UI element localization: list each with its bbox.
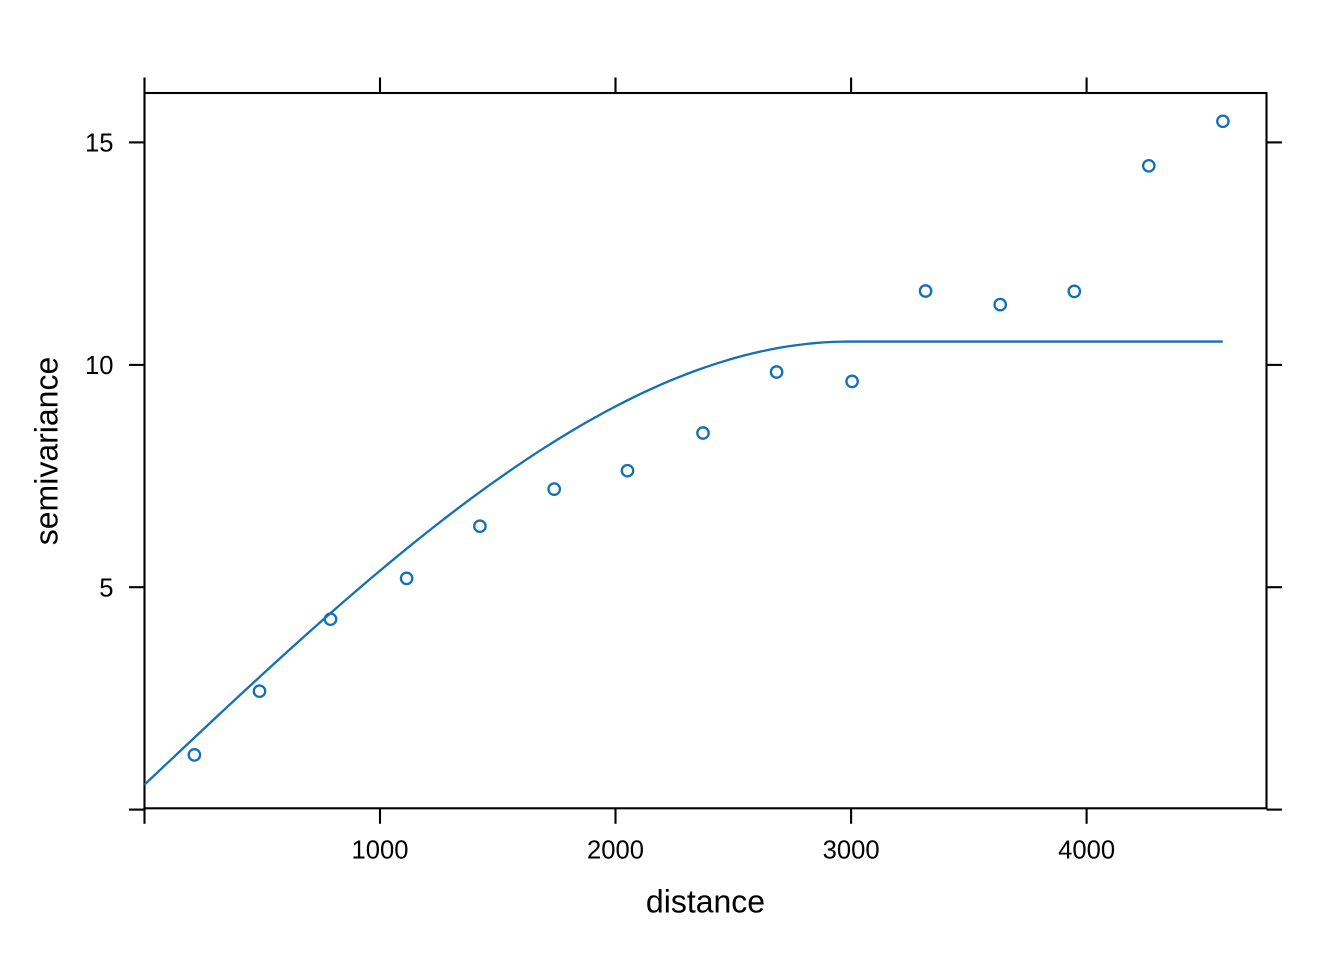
svg-text:distance: distance (646, 883, 765, 919)
svg-text:10: 10 (85, 352, 113, 380)
svg-text:4000: 4000 (1058, 836, 1115, 864)
svg-text:2000: 2000 (587, 836, 644, 864)
svg-text:semivariance: semivariance (28, 357, 64, 546)
svg-text:1000: 1000 (352, 836, 409, 864)
svg-text:5: 5 (99, 574, 113, 602)
svg-text:3000: 3000 (823, 836, 880, 864)
svg-text:15: 15 (85, 130, 113, 158)
